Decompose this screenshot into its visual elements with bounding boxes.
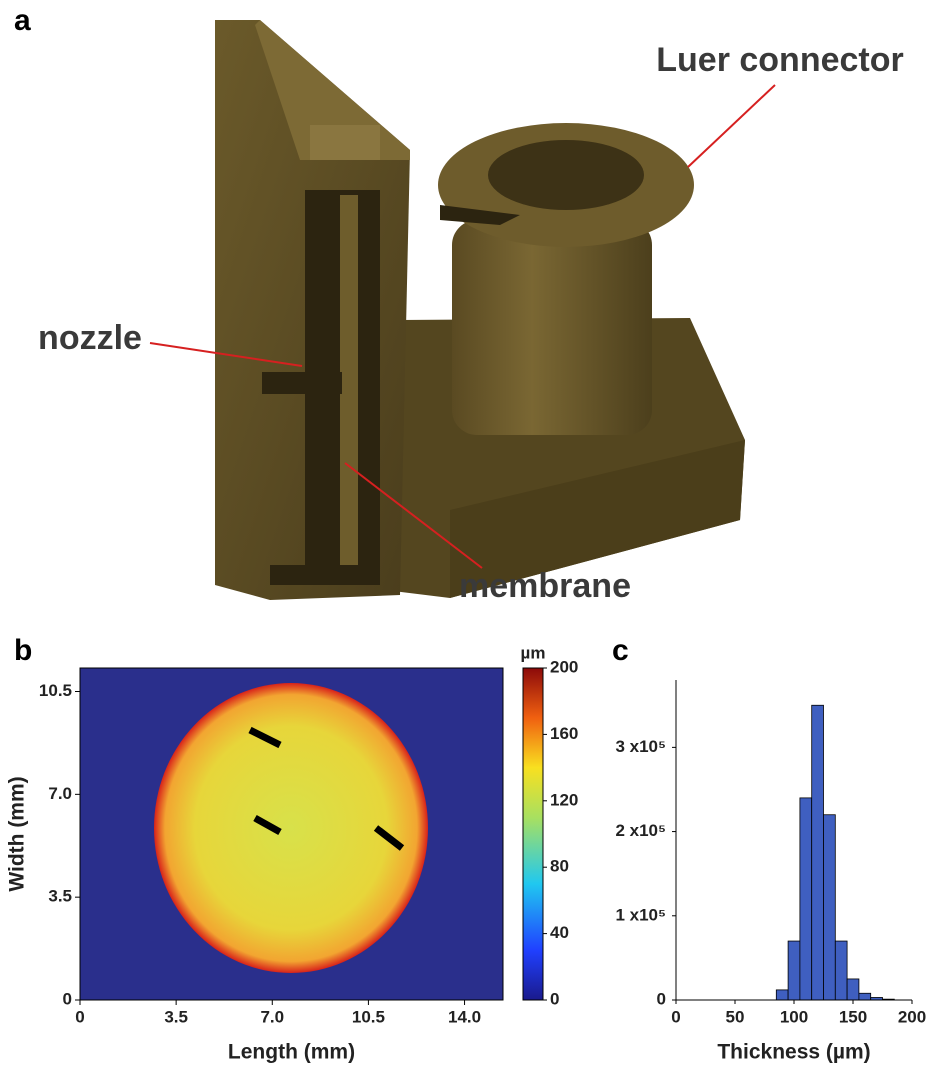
y-tick-label: 3.5 — [48, 887, 72, 906]
x-tick-label: 10.5 — [352, 1007, 385, 1026]
y-tick-label: 0 — [63, 989, 72, 1008]
colorbar-tick-label: 0 — [550, 989, 559, 1008]
colorbar-tick-label: 200 — [550, 657, 578, 676]
y-tick-label: 10.5 — [39, 681, 72, 700]
colorbar-tick-label: 120 — [550, 790, 578, 809]
panel-label: b — [14, 634, 32, 667]
bar — [824, 815, 836, 1000]
figure: a Luer connector nozzle membrane b 0 3.5 7.… — [0, 0, 935, 1072]
colorbar-tick-label: 160 — [550, 724, 578, 743]
panel-label: c — [612, 634, 629, 667]
y-tick-label: 7.0 — [48, 784, 72, 803]
x-tick-label: 50 — [726, 1007, 745, 1026]
bar — [812, 705, 824, 1000]
panel-label: a — [14, 4, 31, 37]
annotation: membrane — [459, 567, 631, 605]
bar — [835, 941, 847, 1000]
colorbar-tick-label: 80 — [550, 857, 569, 876]
y-tick-label: 3 x10⁵ — [615, 737, 666, 756]
colorbar-unit: µm — [521, 643, 546, 662]
x-tick-label: 100 — [780, 1007, 808, 1026]
x-tick-label: 200 — [898, 1007, 926, 1026]
annotation: nozzle — [38, 319, 142, 357]
y-axis-title: Width (mm) — [6, 776, 29, 891]
bar — [847, 979, 859, 1000]
pointer — [688, 85, 775, 167]
x-tick-label: 150 — [839, 1007, 867, 1026]
colorbar — [523, 668, 543, 1000]
x-axis-title: Length (mm) — [228, 1041, 355, 1064]
bar — [859, 993, 871, 1000]
y-tick-label: 2 x10⁵ — [615, 821, 666, 840]
x-axis-title: Thickness (µm) — [717, 1041, 870, 1064]
colorbar-tick-label: 40 — [550, 923, 569, 942]
annotation: Luer connector — [656, 41, 903, 79]
bar — [800, 798, 812, 1000]
x-tick-label: 0 — [671, 1007, 680, 1026]
membrane-map — [154, 683, 428, 973]
y-tick-label: 1 x10⁵ — [615, 905, 666, 924]
x-tick-label: 0 — [75, 1007, 84, 1026]
x-tick-label: 3.5 — [164, 1007, 188, 1026]
y-tick-label: 0 — [657, 989, 666, 1008]
x-tick-label: 7.0 — [260, 1007, 284, 1026]
render — [215, 20, 745, 600]
bar — [776, 990, 788, 1000]
x-tick-label: 14.0 — [448, 1007, 481, 1026]
bar — [788, 941, 800, 1000]
